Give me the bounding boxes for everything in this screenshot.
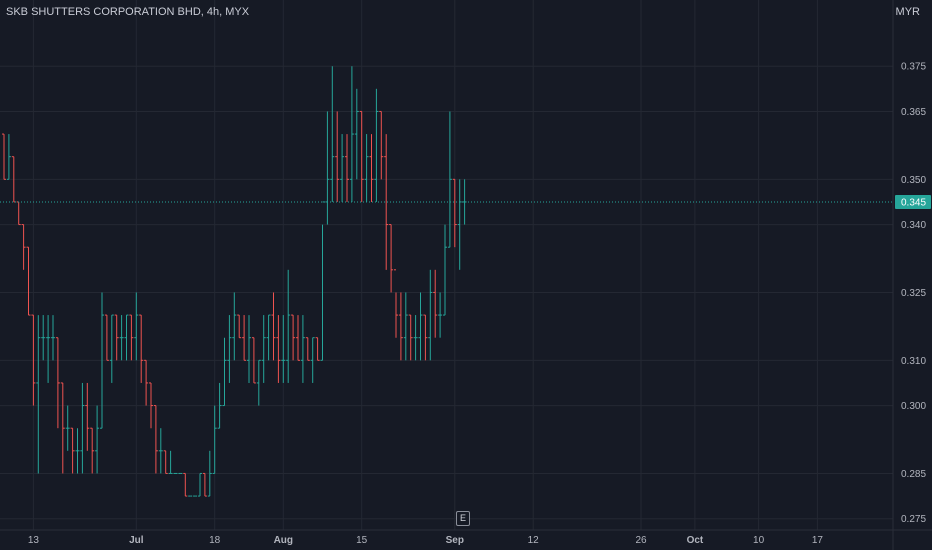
time-tick-label: 13 — [28, 535, 40, 546]
price-tick-label: 0.375 — [901, 62, 926, 73]
time-tick-label: Sep — [446, 535, 464, 546]
last-price-label: 0.345 — [901, 197, 926, 208]
ohlc-bars — [2, 66, 467, 497]
time-tick-label: 18 — [209, 535, 221, 546]
price-axis[interactable]: 0.275 0.285 0.300 0.310 0.325 0.340 0.350 0.365… — [901, 62, 926, 526]
last-price-marker: 0.345 — [0, 194, 931, 209]
price-tick-label: 0.365 — [901, 107, 926, 118]
time-tick-label: 17 — [812, 535, 824, 546]
price-tick-label: 0.340 — [901, 220, 926, 231]
price-tick-label: 0.350 — [901, 175, 926, 186]
price-tick-label: 0.275 — [901, 514, 926, 525]
time-tick-label: 10 — [753, 535, 765, 546]
price-tick-label: 0.325 — [901, 288, 926, 299]
time-tick-label: 26 — [635, 535, 647, 546]
last-price-tag — [895, 194, 931, 209]
time-axis[interactable]: 13 Jul 18 Aug 15 Sep 12 26 Oct 10 17 — [28, 535, 824, 546]
price-tick-label: 0.285 — [901, 469, 926, 480]
currency-label: MYR — [895, 6, 920, 18]
time-tick-label: 12 — [528, 535, 540, 546]
earnings-event-marker[interactable]: E — [456, 511, 470, 526]
chart-title: SKB SHUTTERS CORPORATION BHD, 4h, MYX — [6, 6, 250, 18]
time-tick-label: Aug — [274, 535, 293, 546]
time-tick-label: 15 — [356, 535, 368, 546]
price-tick-label: 0.300 — [901, 401, 926, 412]
time-tick-label: Oct — [687, 535, 704, 546]
time-tick-label: Jul — [129, 535, 144, 546]
price-tick-label: 0.310 — [901, 356, 926, 367]
